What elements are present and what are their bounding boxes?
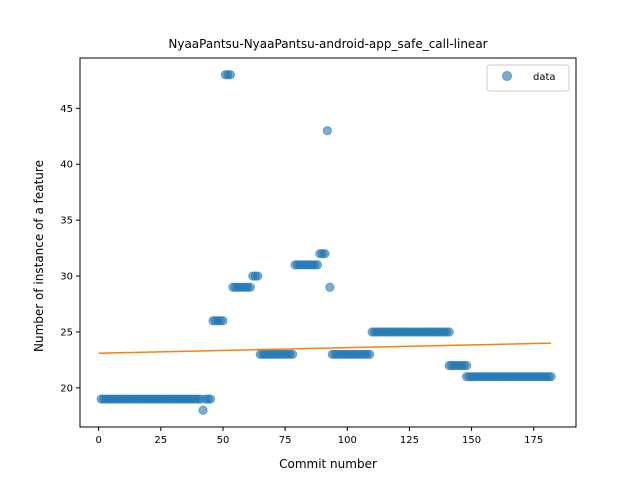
data-point xyxy=(320,249,330,259)
data-point xyxy=(253,271,263,281)
x-tick-label: 100 xyxy=(338,435,357,446)
data-point xyxy=(225,70,236,80)
x-tick-label: 25 xyxy=(154,435,167,446)
y-tick-label: 20 xyxy=(60,383,73,394)
x-axis-label: Commit number xyxy=(279,457,377,471)
x-tick-label: 175 xyxy=(524,435,543,446)
data-point xyxy=(198,405,208,415)
y-tick-label: 35 xyxy=(60,216,73,227)
data-point xyxy=(462,360,472,371)
y-tick-label: 30 xyxy=(60,272,73,283)
data-point xyxy=(325,282,335,292)
y-axis-label: Number of instance of a feature xyxy=(32,160,46,352)
fit-line xyxy=(98,342,552,354)
data-point xyxy=(365,349,375,359)
legend-label-data: data xyxy=(533,72,556,83)
legend-frame xyxy=(486,64,570,92)
plot-area: 0 25 50 75 100 125 150 175 20 25 30 35 40 45 xyxy=(60,57,577,446)
y-tick-label: 45 xyxy=(60,104,73,115)
data-point xyxy=(245,282,255,292)
x-tick-label: 150 xyxy=(462,435,481,446)
y-tick-label: 25 xyxy=(60,327,73,338)
data-point xyxy=(287,349,298,359)
y-tick-label: 40 xyxy=(60,160,73,171)
legend: data xyxy=(486,64,570,92)
plot-frame xyxy=(79,57,577,428)
data-point xyxy=(546,372,556,382)
x-tick-label: 75 xyxy=(279,435,292,446)
legend-marker-data xyxy=(502,71,512,81)
x-tick-label: 125 xyxy=(400,435,419,446)
data-point xyxy=(218,316,228,326)
x-tick-label: 50 xyxy=(217,435,230,446)
data-point xyxy=(205,394,216,404)
data-point xyxy=(312,260,323,270)
x-tick-label: 0 xyxy=(95,435,101,446)
data-point xyxy=(322,126,332,136)
chart-title: NyaaPantsu-NyaaPantsu-android-app_safe_c… xyxy=(168,37,487,51)
data-point xyxy=(444,327,454,337)
